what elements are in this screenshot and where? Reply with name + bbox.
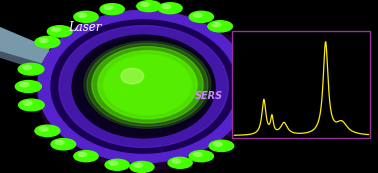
Polygon shape [231,59,234,118]
Circle shape [209,140,234,152]
Text: Laser: Laser [68,21,101,34]
Text: SERS: SERS [195,91,223,101]
Circle shape [237,121,246,125]
FancyBboxPatch shape [232,31,370,138]
Polygon shape [38,48,83,77]
Ellipse shape [51,20,236,153]
Circle shape [51,139,76,150]
Circle shape [100,4,124,15]
Ellipse shape [59,26,228,147]
Polygon shape [40,50,81,75]
Circle shape [18,63,44,75]
Circle shape [251,83,260,87]
Ellipse shape [84,41,211,128]
Circle shape [214,142,222,146]
Circle shape [35,37,60,48]
Polygon shape [0,28,49,64]
Circle shape [245,58,254,62]
Circle shape [39,127,48,131]
Circle shape [212,23,221,27]
Circle shape [130,161,154,172]
Circle shape [23,101,32,105]
Circle shape [168,157,192,168]
Circle shape [237,45,246,49]
Ellipse shape [72,35,215,138]
Circle shape [247,102,256,106]
Circle shape [39,38,48,42]
Circle shape [232,119,258,130]
Ellipse shape [87,43,208,126]
Circle shape [194,153,202,156]
Circle shape [74,11,98,22]
Ellipse shape [36,10,259,170]
Ellipse shape [38,10,249,163]
Circle shape [158,3,182,14]
Circle shape [104,6,113,9]
Circle shape [47,26,72,37]
Circle shape [19,99,44,111]
Circle shape [78,13,87,17]
Ellipse shape [104,55,191,115]
Circle shape [194,13,202,17]
Circle shape [105,159,129,170]
Circle shape [241,56,266,68]
Circle shape [141,3,149,6]
Circle shape [189,151,214,162]
Circle shape [232,43,258,54]
Circle shape [162,5,171,8]
Circle shape [35,125,60,136]
Circle shape [109,161,118,165]
Polygon shape [0,52,42,69]
Circle shape [23,65,32,70]
Circle shape [137,1,161,12]
Circle shape [208,21,232,32]
Ellipse shape [98,51,197,119]
Circle shape [172,159,181,163]
Circle shape [78,153,87,156]
Circle shape [15,80,41,92]
Circle shape [189,11,214,22]
Circle shape [52,28,60,32]
Circle shape [20,83,29,87]
Circle shape [74,151,98,162]
Ellipse shape [121,68,144,84]
Circle shape [243,100,268,112]
Ellipse shape [92,47,203,123]
Circle shape [246,81,272,92]
Circle shape [134,163,143,167]
Circle shape [55,141,64,144]
